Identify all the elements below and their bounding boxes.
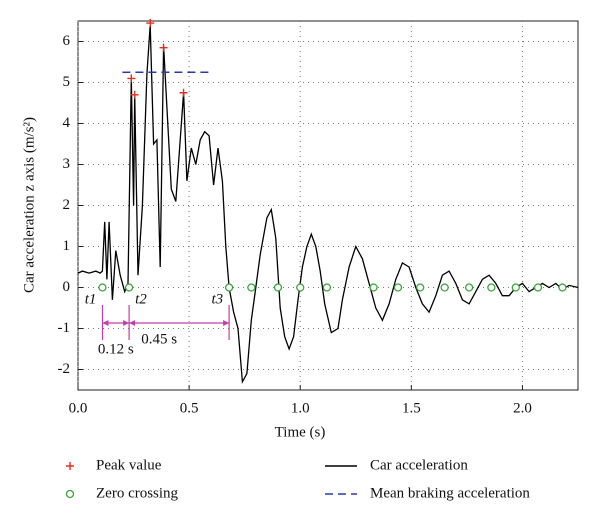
annotation: t1 (85, 291, 97, 307)
legend-label: Mean braking acceleration (370, 485, 530, 501)
peak-marker (127, 74, 136, 83)
zero-marker (487, 283, 496, 292)
annotation: 0.45 s (141, 331, 177, 347)
legend-label: Peak value (96, 457, 162, 473)
zero-marker (296, 283, 305, 292)
annotation: t3 (211, 291, 223, 307)
legend-label: Car acceleration (370, 457, 468, 473)
x-tick-label: 1.0 (291, 400, 310, 416)
x-tick-label: 0.0 (69, 400, 88, 416)
x-tick-label: 0.5 (180, 400, 199, 416)
zero-marker (533, 283, 543, 292)
zero-marker (247, 283, 256, 292)
y-tick-label: 3 (63, 156, 71, 172)
zero-marker (273, 283, 283, 292)
zero-marker (322, 283, 332, 292)
legend-label: Zero crossing (96, 485, 179, 501)
y-axis-label: Car acceleration z axis (m/s²) (21, 117, 37, 293)
y-tick-label: -1 (58, 320, 71, 336)
zero-marker (369, 283, 378, 292)
y-tick-label: 4 (63, 115, 71, 131)
zero-marker (393, 283, 403, 292)
zero-marker (511, 283, 520, 292)
zero-marker (416, 283, 425, 292)
y-tick-label: 1 (63, 238, 71, 254)
y-tick-label: -2 (58, 361, 71, 377)
annotation: t2 (135, 291, 147, 307)
annotation: 0.12 s (98, 341, 134, 357)
y-tick-label: 6 (63, 33, 71, 49)
legend-marker (65, 489, 75, 499)
zero-marker (98, 283, 107, 292)
x-axis-label: Time (s) (275, 424, 326, 440)
legend-marker (66, 462, 74, 470)
peak-marker (179, 88, 188, 97)
y-tick-label: 5 (63, 74, 71, 90)
x-tick-label: 2.0 (513, 400, 532, 416)
zero-marker (124, 283, 134, 292)
zero-marker (558, 283, 567, 292)
zero-marker (464, 283, 474, 292)
peak-marker (130, 90, 139, 99)
y-tick-label: 2 (63, 197, 71, 213)
zero-marker (440, 283, 449, 292)
zero-marker (224, 283, 234, 292)
y-tick-label: 0 (63, 279, 71, 295)
data-line (77, 25, 579, 385)
x-tick-label: 1.5 (402, 400, 421, 416)
peak-marker (146, 19, 155, 28)
peak-marker (159, 43, 168, 52)
arrow-head (102, 320, 130, 326)
